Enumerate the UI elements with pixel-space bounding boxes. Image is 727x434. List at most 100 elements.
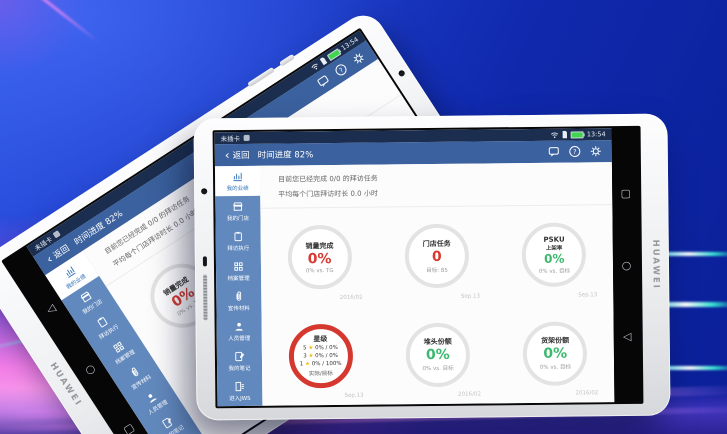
- sidebar-item-archives[interactable]: 档案管理: [216, 256, 261, 286]
- gauge-store-tasks[interactable]: 门店任务 0 目标: 85 Sep.13: [378, 206, 496, 306]
- speaker-grille: [203, 274, 208, 321]
- chart-icon: [233, 172, 242, 181]
- settings-gear-icon[interactable]: [350, 50, 367, 67]
- home-button[interactable]: ○: [621, 258, 632, 272]
- sidebar-item-label: 宣传材料: [227, 305, 250, 312]
- star-level: 5: [303, 345, 307, 352]
- page-title: 时间进度 82%: [257, 150, 314, 161]
- sidebar-item-notes[interactable]: 我的笔记: [217, 346, 262, 376]
- help-icon[interactable]: ?: [569, 145, 581, 157]
- gauge-title: 货架份额: [541, 336, 570, 346]
- gauge-title: 星级: [313, 335, 328, 344]
- android-nav-strip: ▢ ○ ◁: [611, 127, 642, 403]
- notification-icon: [52, 230, 61, 239]
- light-streak: [0, 0, 100, 43]
- summary-line-1: 目前您已经完成 0/0 的拜访任务: [278, 174, 378, 184]
- gauge-sales-completion[interactable]: 销量完成 0% 0% vs. TG 2016/02: [260, 208, 378, 308]
- visit-summary: 目前您已经完成 0/0 的拜访任务 平均每个门店拜访时长 0.0 小时: [259, 162, 613, 209]
- recents-button[interactable]: ▢: [620, 187, 632, 201]
- gauge-subtitle: 上架率: [545, 245, 563, 252]
- sidebar-item-label: 拜访执行: [227, 245, 250, 252]
- star-row: 1 ★ 0% / 100%: [300, 361, 342, 368]
- gauge-shelf-share[interactable]: 货架份额 0% 0% vs. 目标 2016/02: [496, 304, 614, 404]
- brand-logo: HUAWEI: [650, 239, 661, 290]
- enter-icon: [235, 381, 244, 391]
- gauge-date: 2016/02: [458, 391, 482, 398]
- status-bar: 未插卡 13:54: [214, 128, 612, 145]
- tablet-screen: 未插卡 13:54: [212, 125, 644, 409]
- back-button-label: 返回: [232, 150, 250, 162]
- wifi-icon: [551, 132, 559, 138]
- home-button[interactable]: ○: [82, 360, 98, 378]
- sim-status-label: 未插卡: [220, 135, 241, 144]
- gauge-title: 门店任务: [422, 239, 451, 249]
- gauge-date: 2016/02: [575, 390, 599, 397]
- back-button[interactable]: ‹ 返回: [224, 147, 250, 162]
- main-panel: 目前您已经完成 0/0 的拜访任务 平均每个门店拜访时长 0.0 小时 销量完成…: [259, 162, 615, 406]
- gauge-ring: 销量完成 0% 0% vs. TG: [287, 225, 352, 290]
- clipboard-icon: [234, 231, 242, 241]
- status-bar: 未插卡 13:54: [26, 30, 367, 257]
- gauge-ring: 门店任务 0 目标: 85: [404, 223, 470, 289]
- gauge-ring: 星级 5 ★ 0% / 0% 3 ★ 0% /: [288, 323, 353, 389]
- app-body: 我的业绩 我的门店: [214, 162, 615, 407]
- sidebar-item-materials[interactable]: 宣传材料: [110, 351, 164, 401]
- sidebar: 我的业绩 我的门店: [214, 165, 263, 407]
- sidebar-item-stores[interactable]: 我的门店: [215, 196, 260, 226]
- gauge-ring: PSKU 上架率 0% 0% vs. 目标: [521, 222, 587, 288]
- gauge-value: 0%: [543, 251, 565, 266]
- sidebar-item-label: 档案管理: [227, 275, 250, 282]
- message-icon[interactable]: [548, 146, 560, 158]
- tablet-front: 未插卡 13:54: [193, 113, 671, 421]
- camera-bezel: [194, 130, 216, 408]
- message-icon[interactable]: [315, 73, 332, 90]
- gauge-subtext: 0% vs. 目标: [538, 268, 570, 275]
- gauge-title: PSKU: [543, 235, 565, 244]
- chevron-left-icon: ‹: [224, 147, 230, 162]
- gauge-ring: 堆头份额 0% 0% vs. 目标: [405, 322, 471, 388]
- notebook-icon: [235, 351, 245, 361]
- front-camera: [201, 188, 208, 195]
- power-button[interactable]: [278, 53, 296, 67]
- summary-line-2: 平均每个门店拜访时长 0.0 小时: [278, 189, 378, 199]
- front-camera: [397, 69, 406, 78]
- sidebar-item-materials[interactable]: 宣传材料: [216, 286, 261, 316]
- app-nav-bar: ‹ 返回 时间进度 82% ?: [214, 140, 612, 167]
- sidebar-item-label: 进入JWS: [229, 395, 251, 402]
- android-back-button[interactable]: ◁: [622, 329, 632, 343]
- star-row: 5 ★ 0% / 0%: [303, 345, 338, 352]
- sidebar-item-enter-jws[interactable]: 进入JWS: [217, 376, 262, 406]
- store-icon: [233, 201, 243, 211]
- star-icon: ★: [305, 361, 311, 368]
- gauge-value: 0%: [543, 345, 568, 363]
- sidebar-item-visits[interactable]: 拜访执行: [216, 226, 261, 256]
- gauge-value: 0%: [307, 250, 332, 268]
- notification-icon: [243, 134, 250, 141]
- recents-button[interactable]: ▢: [120, 420, 137, 434]
- gauge-psku[interactable]: PSKU 上架率 0% 0% vs. 目标 Sep.13: [495, 205, 613, 305]
- sidebar-item-label: 我的笔记: [228, 365, 251, 372]
- star-row: 3 ★ 0% / 0%: [303, 353, 338, 360]
- grid-icon: [234, 261, 243, 271]
- gauge-footer: 实际/目标: [308, 371, 333, 378]
- sidebar-item-people[interactable]: 人员管理: [217, 316, 262, 346]
- gauge-title: 销量完成: [305, 241, 334, 251]
- star-level: 1: [299, 361, 304, 368]
- sidebar-item-performance[interactable]: 我的业绩: [214, 165, 261, 197]
- gauge-subtext: 0% vs. TG: [305, 267, 334, 274]
- clock: 13:54: [586, 130, 606, 139]
- gauge-date: 2016/02: [339, 294, 363, 301]
- kpi-grid: 销量完成 0% 0% vs. TG 2016/02 门店任务 0: [260, 205, 614, 406]
- gauge-date: Sep.13: [344, 392, 364, 399]
- gauge-star-rating[interactable]: 星级 5 ★ 0% / 0% 3 ★ 0% /: [261, 306, 379, 406]
- star-icon: ★: [308, 353, 314, 360]
- gauge-display-share[interactable]: 堆头份额 0% 0% vs. 目标 2016/02: [379, 305, 497, 405]
- settings-gear-icon[interactable]: [590, 145, 602, 157]
- gauge-value: 0: [431, 248, 442, 265]
- android-back-button[interactable]: ◁: [43, 301, 59, 317]
- battery-icon: [570, 130, 584, 139]
- people-icon: [235, 322, 243, 331]
- help-icon[interactable]: ?: [333, 62, 350, 79]
- star-level: 3: [303, 353, 307, 360]
